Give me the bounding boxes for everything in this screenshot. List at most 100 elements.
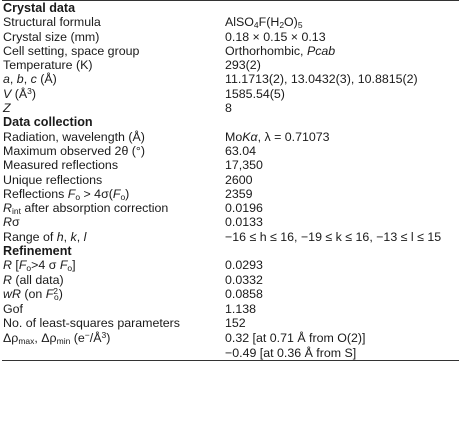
table-row: Reflections Fo > 4σ(Fo) 2359 bbox=[2, 187, 459, 201]
formula-subscript: 4 bbox=[253, 20, 259, 31]
value-part: Mo bbox=[225, 129, 243, 144]
row-label: Gof bbox=[3, 301, 23, 316]
label-var: h bbox=[56, 229, 64, 244]
row-value: −16 ≤ h ≤ 16, −19 ≤ k ≤ 16, −13 ≤ l ≤ 15 bbox=[225, 229, 442, 244]
label-part: , bbox=[76, 229, 84, 244]
label-subscript: o bbox=[75, 191, 81, 202]
table-row: Rint after absorption correction 0.0196 bbox=[2, 201, 459, 215]
label-subscript: o bbox=[26, 263, 32, 274]
formula-part: F(H bbox=[258, 15, 280, 30]
label-subscript: o bbox=[120, 191, 126, 202]
label-part: ) bbox=[106, 330, 111, 345]
table-row: Structural formula AlSO4F(H2O)5 bbox=[2, 15, 459, 29]
row-value: 0.18 × 0.15 × 0.13 bbox=[225, 29, 326, 44]
label-var: R bbox=[3, 258, 12, 273]
row-label: V (Å3) bbox=[2, 87, 224, 101]
row-label: Crystal size (mm) bbox=[3, 29, 100, 44]
crystal-data-table: Crystal data Structural formula AlSO4F(H… bbox=[2, 0, 460, 361]
label-part: ] bbox=[72, 258, 76, 273]
row-label: Structural formula bbox=[3, 15, 101, 30]
label-part: ) bbox=[125, 186, 130, 201]
label-var: R bbox=[3, 215, 12, 230]
table-row: Δρmax, Δρmin (e−/Å3) 0.32 [at 0.71 Å fro… bbox=[2, 329, 459, 346]
label-var: F bbox=[59, 258, 68, 273]
table-row: Maximum observed 2θ (°) 63.04 bbox=[2, 144, 459, 158]
table-row: Unique reflections 2600 bbox=[2, 173, 459, 187]
space-group: Pcab bbox=[306, 43, 336, 58]
row-value: 2359 bbox=[225, 186, 253, 201]
table-row: wR (on F2o) 0.0858 bbox=[2, 287, 459, 302]
table-row: Radiation, wavelength (Å) MoKα, λ = 0.71… bbox=[2, 130, 459, 144]
row-value: 63.04 bbox=[225, 143, 257, 158]
row-value: 1585.54(5) bbox=[225, 86, 285, 101]
label-var: F bbox=[18, 258, 27, 273]
row-value: 0.0196 bbox=[225, 201, 263, 216]
label-var: F bbox=[112, 186, 121, 201]
row-value: −0.49 [at 0.36 Å from S] bbox=[225, 345, 357, 360]
label-subscript: max bbox=[18, 335, 35, 346]
row-label: Cell setting, space group bbox=[3, 43, 140, 58]
label-part: Δρ bbox=[3, 330, 19, 345]
label-part: , bbox=[23, 72, 31, 87]
label-subscript: min bbox=[56, 335, 71, 346]
label-var: b bbox=[16, 72, 24, 87]
row-label: Δρmax, Δρmin (e−/Å3) bbox=[2, 329, 224, 346]
label-part: (Å) bbox=[36, 72, 57, 87]
table-row: Range of h, k, l −16 ≤ h ≤ 16, −19 ≤ k ≤… bbox=[2, 230, 459, 244]
section-row-collection: Data collection bbox=[2, 115, 459, 129]
label-part: , bbox=[9, 72, 17, 87]
table-row: Temperature (K) 293(2) bbox=[2, 58, 459, 72]
label-superscript: 3 bbox=[27, 85, 32, 96]
label-var: Z bbox=[3, 101, 11, 116]
label-var: c bbox=[30, 72, 37, 87]
row-label: wR (on F2o) bbox=[2, 287, 224, 302]
table-row: Rσ 0.0133 bbox=[2, 215, 459, 229]
row-value: 0.0858 bbox=[225, 286, 263, 301]
label-subscript: o bbox=[54, 291, 59, 302]
label-subscript: int bbox=[11, 206, 21, 217]
table-row: Z 8 bbox=[2, 101, 459, 115]
label-var: F bbox=[67, 186, 76, 201]
label-part: ) bbox=[31, 86, 36, 101]
label-var: V bbox=[3, 86, 12, 101]
label-part: /Å bbox=[89, 330, 102, 345]
table-row: a, b, c (Å) 11.1713(2), 13.0432(3), 10.8… bbox=[2, 72, 459, 86]
label-var: k bbox=[70, 229, 77, 244]
row-value: MoKα, λ = 0.71073 bbox=[224, 130, 459, 144]
row-value: 0.32 [at 0.71 Å from O(2)] bbox=[225, 330, 366, 345]
formula-subscript: 2 bbox=[279, 20, 285, 31]
formula-part: AlSO bbox=[225, 15, 254, 30]
row-label: Reflections Fo > 4σ(Fo) bbox=[2, 187, 224, 201]
label-part: , bbox=[63, 229, 71, 244]
row-value: 152 bbox=[225, 316, 246, 331]
label-part: > 4σ( bbox=[80, 186, 113, 201]
label-part: >4 σ bbox=[31, 258, 60, 273]
row-label-empty bbox=[2, 346, 224, 361]
row-label: Maximum observed 2θ (°) bbox=[3, 143, 145, 158]
row-label: Unique reflections bbox=[3, 172, 103, 187]
label-superscript: 3 bbox=[101, 329, 107, 340]
row-label: Z bbox=[2, 101, 224, 115]
table-row: −0.49 [at 0.36 Å from S] bbox=[2, 346, 459, 361]
table-row: R (all data) 0.0332 bbox=[2, 273, 459, 287]
label-part: , Δρ bbox=[34, 330, 57, 345]
label-part: (all data) bbox=[11, 272, 64, 287]
row-value: 8 bbox=[225, 101, 232, 116]
label-var: l bbox=[83, 229, 87, 244]
label-part: ) bbox=[58, 286, 63, 301]
label-var: R bbox=[3, 272, 12, 287]
row-value: 11.1713(2), 13.0432(3), 10.8815(2) bbox=[225, 72, 418, 87]
label-var: F bbox=[45, 286, 54, 301]
row-value: Orthorhombic, Pcab bbox=[224, 44, 459, 58]
section-row-refinement: Refinement bbox=[2, 244, 459, 258]
row-label: Measured reflections bbox=[3, 158, 119, 173]
row-label: No. of least-squares parameters bbox=[3, 316, 180, 331]
section-heading-refinement: Refinement bbox=[3, 244, 72, 259]
row-value: 0.0332 bbox=[225, 272, 263, 287]
row-value: 293(2) bbox=[225, 58, 261, 73]
label-superscript: 2 bbox=[53, 285, 59, 296]
label-subscript: o bbox=[67, 263, 73, 274]
label-part: (Å bbox=[11, 86, 28, 101]
row-label: R [Fo>4 σ Fo] bbox=[2, 258, 224, 272]
table-row: Measured reflections 17,350 bbox=[2, 158, 459, 172]
